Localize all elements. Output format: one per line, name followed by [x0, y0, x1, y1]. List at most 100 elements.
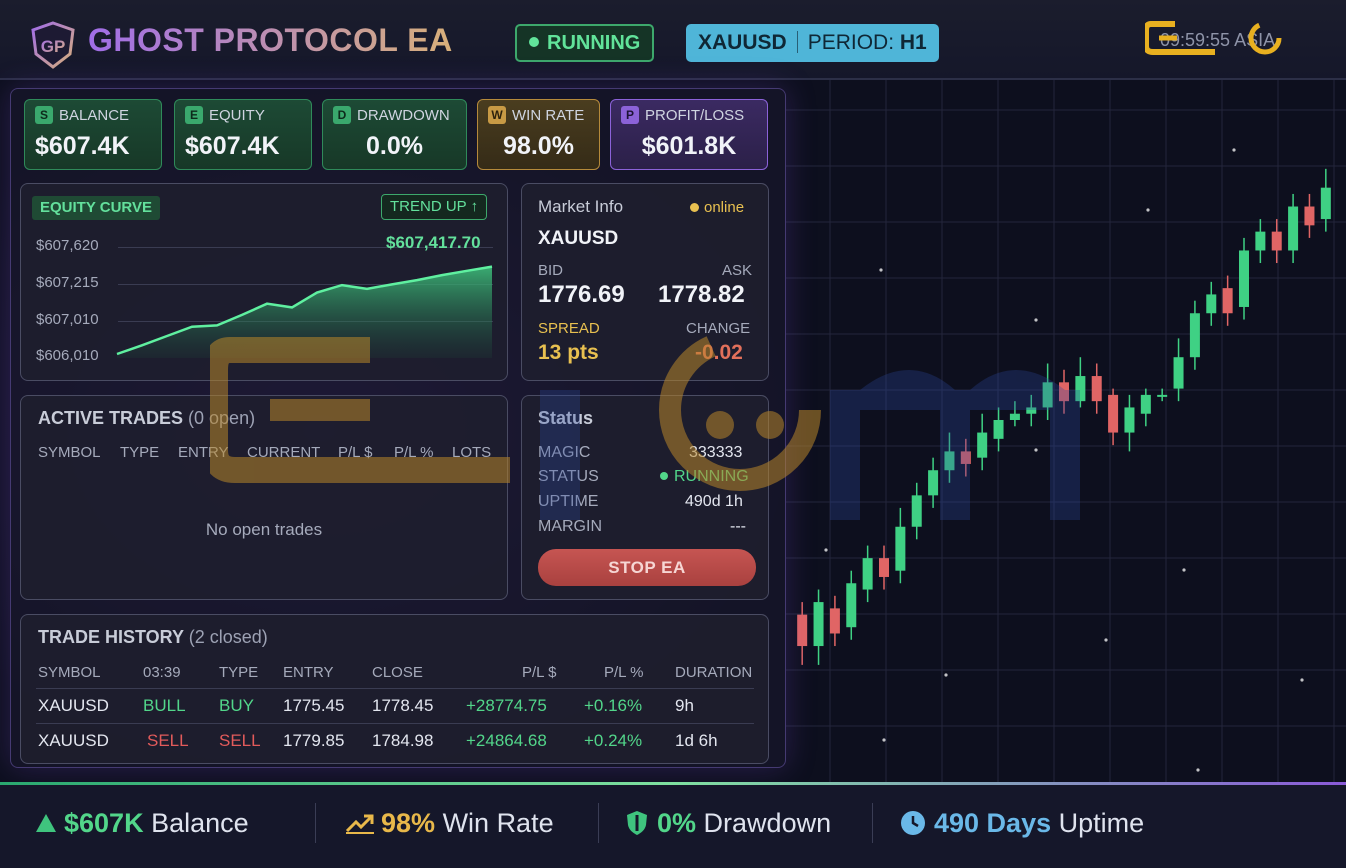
- app-title: GHOST PROTOCOL EA: [88, 22, 453, 58]
- active-col-lots[interactable]: LOTS: [452, 444, 492, 461]
- history-col-pl-pct[interactable]: P/L %: [604, 664, 644, 681]
- history-col-close[interactable]: CLOSE: [372, 664, 423, 681]
- history-col-entry[interactable]: ENTRY: [283, 664, 334, 681]
- bid-value: 1776.69: [538, 281, 625, 308]
- equity-line: [116, 265, 493, 356]
- bearish-candle: [1222, 288, 1233, 314]
- history-symbol: XAUUSD: [38, 696, 109, 715]
- magic-label: MAGIC: [538, 444, 591, 461]
- chart-star-decoration: [1146, 208, 1150, 212]
- stop-ea-button[interactable]: STOP EA: [538, 549, 756, 586]
- bullish-candle: [944, 451, 955, 471]
- footer-balance-label: Balance: [151, 808, 249, 838]
- trade-history-count: (2 closed): [188, 627, 268, 647]
- bullish-candle: [1157, 394, 1168, 397]
- bullish-candle: [813, 602, 824, 647]
- bullish-candle: [1009, 413, 1020, 420]
- clock-time: 09:59:55: [1160, 30, 1231, 50]
- ask-value: 1778.82: [658, 281, 745, 308]
- spread-value: 13 pts: [538, 341, 599, 364]
- bullish-candle: [862, 558, 873, 590]
- winrate-card: W WIN RATE 98.0%: [477, 99, 600, 170]
- bullish-candle: [1255, 231, 1266, 251]
- bid-label: BID: [538, 262, 564, 279]
- bearish-candle: [1108, 394, 1119, 433]
- trend-up-badge: TREND UP ↑: [381, 194, 488, 220]
- bullish-candle: [1026, 407, 1037, 414]
- history-col-type[interactable]: TYPE: [219, 664, 259, 681]
- balance-value: $607.4K: [35, 132, 130, 160]
- footer-balance: $607K Balance: [34, 805, 249, 841]
- equity-gridline: [118, 247, 493, 248]
- drawdown-card: D DRAWDOWN 0.0%: [322, 99, 467, 170]
- drawdown-icon: D: [333, 106, 351, 124]
- profit-loss-icon: P: [621, 106, 639, 124]
- active-col-symbol[interactable]: SYMBOL: [38, 444, 101, 461]
- bullish-candle: [895, 526, 906, 571]
- footer-divider: [315, 803, 316, 843]
- history-col-symbol[interactable]: SYMBOL: [38, 664, 101, 681]
- margin-value: ---: [730, 518, 746, 535]
- chart-star-decoration: [1182, 568, 1186, 572]
- bearish-candle: [1304, 206, 1315, 226]
- footer-uptime-label: Uptime: [1058, 808, 1145, 838]
- bullish-candle: [1320, 187, 1331, 220]
- bullish-candle: [993, 420, 1004, 439]
- equity-value: $607.4K: [185, 132, 280, 160]
- price-candlestick-chart[interactable]: [786, 80, 1346, 782]
- chart-star-decoration: [882, 738, 886, 742]
- running-dot-icon: [660, 472, 668, 480]
- profit-loss-value: $601.8K: [641, 132, 737, 160]
- active-col-current[interactable]: CURRENT: [247, 444, 321, 461]
- bullish-candle: [1140, 394, 1151, 414]
- bullish-candle: [928, 470, 939, 496]
- no-open-trades-message: No open trades: [205, 520, 323, 539]
- history-pl-pct: +0.16%: [584, 696, 643, 715]
- history-entry: 1775.45: [283, 696, 345, 715]
- magic-value: 333333: [689, 444, 743, 461]
- active-col-entry[interactable]: ENTRY: [178, 444, 229, 461]
- equity-y-label: $607,010: [36, 311, 99, 328]
- equity-gridline: [118, 284, 493, 285]
- drawdown-label: DRAWDOWN: [357, 107, 450, 124]
- footer-drawdown-label: Drawdown: [703, 808, 832, 838]
- active-trades-count: (0 open): [188, 408, 256, 428]
- history-col-duration[interactable]: DURATION: [675, 664, 753, 681]
- chart-star-decoration: [879, 268, 883, 272]
- equity-y-label: $607,215: [36, 274, 99, 291]
- bullish-candle: [1173, 357, 1184, 389]
- chart-star-decoration: [1104, 638, 1108, 642]
- trade-history-title: TRADE HISTORY (2 closed): [38, 627, 268, 648]
- uptime-value: 490d 1h: [685, 493, 743, 510]
- bearish-candle: [829, 608, 840, 634]
- running-status-badge: RUNNING: [515, 24, 655, 62]
- profit-loss-label: PROFIT/LOSS: [645, 107, 745, 124]
- bullish-candle: [1189, 313, 1200, 358]
- history-duration: 9h: [675, 696, 694, 715]
- history-col-pl-usd[interactable]: P/L $: [522, 664, 557, 681]
- symbol-period-badge[interactable]: XAUUSD PERIOD: H1: [686, 24, 939, 62]
- equity-curve-chart: [116, 265, 493, 358]
- footer-balance-value: $607K: [64, 808, 144, 838]
- equity-label: EQUITY: [209, 107, 265, 124]
- footer-winrate-value: 98%: [381, 808, 436, 838]
- active-col-type[interactable]: TYPE: [120, 444, 160, 461]
- drawdown-value: 0.0%: [366, 132, 423, 160]
- online-dot-icon: [690, 203, 699, 212]
- trending-up-icon: [345, 814, 374, 834]
- active-col-pl-usd[interactable]: P/L $: [338, 444, 373, 461]
- bearish-candle: [960, 451, 971, 464]
- equity-card: E EQUITY $607.4K: [174, 99, 312, 170]
- balance-card: S BALANCE $607.4K: [24, 99, 162, 170]
- market-info-title: Market Info: [538, 197, 624, 216]
- history-signal: BULL: [143, 696, 186, 715]
- status-value: RUNNING: [660, 468, 749, 486]
- bearish-candle: [1091, 376, 1102, 402]
- bullish-candle: [1042, 382, 1053, 408]
- bearish-candle: [879, 558, 889, 577]
- history-col-time[interactable]: 03:39: [143, 664, 181, 681]
- footer-divider: [598, 803, 599, 843]
- active-col-pl-pct[interactable]: P/L %: [394, 444, 434, 461]
- trade-history-title-text: TRADE HISTORY: [38, 627, 184, 647]
- ask-label: ASK: [722, 262, 753, 279]
